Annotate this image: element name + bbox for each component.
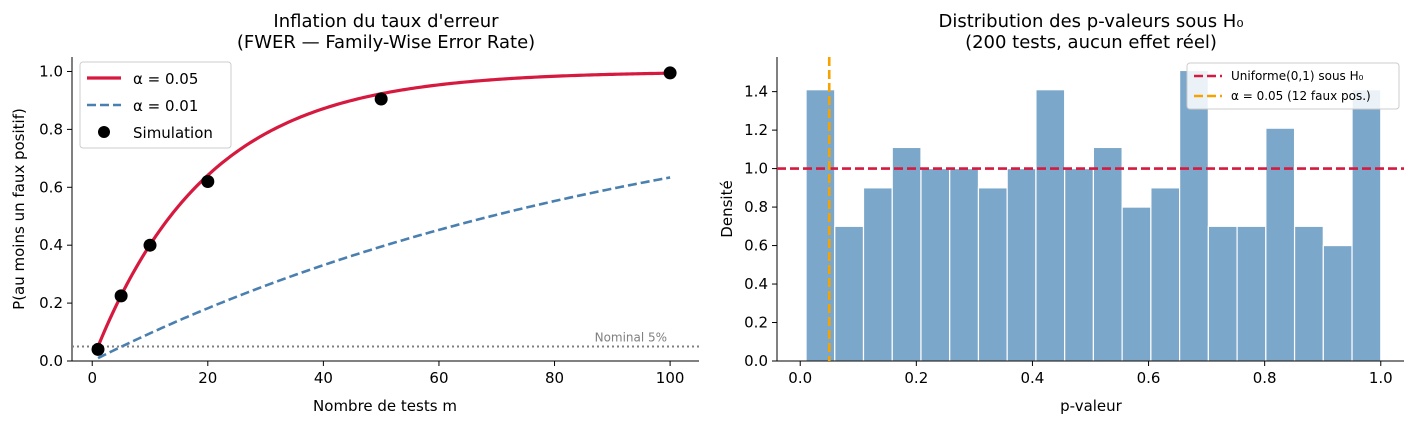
pvalue-title: Distribution des p-valeurs sous H₀	[938, 11, 1243, 32]
legend-swatch-simulation	[98, 126, 110, 138]
fwer-ticks: 0 20 40 60 80 100 0.0 0.2 0.4 0.6 0.8 1.0	[39, 62, 684, 387]
pvalue-y-tick-label: 0.8	[744, 198, 768, 216]
simulation-point	[663, 66, 677, 80]
fwer-x-tick-label: 0	[87, 369, 97, 387]
pvalue-x-tick-label: 1.0	[1369, 369, 1393, 387]
pvalue-legend-frame	[1186, 62, 1400, 110]
simulation-point	[374, 92, 388, 106]
curve-alpha-001	[97, 176, 671, 360]
simulation-point	[91, 342, 105, 356]
fwer-panel: Inflation du taux d'erreur (FWER — Famil…	[10, 11, 699, 415]
simulation-point	[114, 289, 128, 303]
fwer-y-label: P(au moins un faux positif)	[10, 108, 28, 310]
simulation-point	[201, 174, 215, 188]
pvalue-y-tick-label: 0.0	[744, 352, 768, 370]
fwer-legend-frame	[79, 61, 232, 149]
histogram-bar	[1064, 167, 1095, 362]
legend-label-alpha-005: α = 0.05	[133, 70, 198, 88]
pvalue-y-tick-label: 1.4	[744, 83, 768, 101]
fwer-x-tick-label: 80	[545, 369, 564, 387]
pvalue-x-label: p-valeur	[1060, 397, 1123, 415]
histogram-bar	[1035, 89, 1066, 362]
pvalue-x-tick-label: 0.2	[904, 369, 928, 387]
histogram-bar	[1322, 244, 1353, 362]
fwer-x-tick-label: 60	[429, 369, 448, 387]
pvalue-y-tick-label: 0.6	[744, 237, 768, 255]
pvalue-x-tick-label: 0.8	[1253, 369, 1277, 387]
fwer-x-tick-label: 40	[314, 369, 333, 387]
histogram-bar	[920, 167, 951, 362]
histogram-bar	[862, 187, 893, 362]
pvalue-panel: Distribution des p-valeurs sous H₀ (200 …	[718, 11, 1404, 415]
fwer-y-tick-label: 0.0	[39, 352, 63, 370]
histogram-bars	[805, 69, 1382, 362]
legend-label-alpha: α = 0.05 (12 faux pos.)	[1231, 89, 1371, 103]
histogram-bar	[977, 187, 1008, 362]
legend-label-alpha-001: α = 0.01	[133, 97, 198, 115]
histogram-bar	[1150, 187, 1181, 362]
pvalue-legend: Uniforme(0,1) sous H₀ α = 0.05 (12 faux …	[1186, 62, 1400, 110]
histogram-bar	[805, 89, 836, 362]
fwer-y-tick-label: 1.0	[39, 62, 63, 80]
histogram-bar	[891, 146, 922, 362]
pvalue-y-tick-label: 1.2	[744, 121, 768, 139]
histogram-bar	[1351, 89, 1382, 362]
legend-label-uniform: Uniforme(0,1) sous H₀	[1231, 69, 1364, 83]
fwer-x-label: Nombre de tests m	[313, 397, 457, 415]
fwer-title: Inflation du taux d'erreur	[273, 11, 499, 32]
fwer-y-tick-label: 0.8	[39, 120, 63, 138]
pvalue-subtitle: (200 tests, aucun effet réel)	[965, 32, 1217, 53]
fwer-y-tick-label: 0.2	[39, 294, 63, 312]
fwer-subtitle: (FWER — Family-Wise Error Rate)	[237, 32, 535, 53]
fwer-y-tick-label: 0.4	[39, 236, 63, 254]
histogram-bar	[1006, 167, 1037, 362]
fwer-y-tick-label: 0.6	[39, 178, 63, 196]
histogram-bar	[1121, 206, 1152, 362]
pvalue-x-tick-label: 0.4	[1021, 369, 1045, 387]
fwer-x-tick-label: 100	[656, 369, 685, 387]
pvalue-y-tick-label: 0.2	[744, 314, 768, 332]
pvalue-x-tick-label: 0.0	[788, 369, 812, 387]
pvalue-y-tick-label: 0.4	[744, 275, 768, 293]
simulation-point	[143, 238, 157, 252]
pvalue-y-label: Densité	[718, 180, 736, 237]
legend-label-simulation: Simulation	[133, 124, 213, 142]
pvalue-x-tick-label: 0.6	[1137, 369, 1161, 387]
histogram-bar	[1179, 69, 1209, 362]
histogram-bar	[1207, 225, 1238, 362]
histogram-bar	[1236, 225, 1267, 362]
fwer-legend: α = 0.05 α = 0.01 Simulation	[79, 61, 232, 149]
pvalue-ticks: 0.0 0.2 0.4 0.6 0.8 1.0 0.0 0.2 0.4 0.6 0.8 1.0 1.2 1…	[744, 83, 1393, 387]
histogram-bar	[949, 167, 980, 362]
pvalue-y-tick-label: 1.0	[744, 160, 768, 178]
histogram-bar	[834, 225, 865, 362]
simulation-points	[91, 66, 677, 356]
histogram-bar	[1265, 127, 1296, 362]
histogram-bar	[1293, 225, 1324, 362]
histogram-bar	[1092, 146, 1123, 362]
nominal-label: Nominal 5%	[595, 331, 668, 345]
fwer-x-tick-label: 20	[198, 369, 217, 387]
